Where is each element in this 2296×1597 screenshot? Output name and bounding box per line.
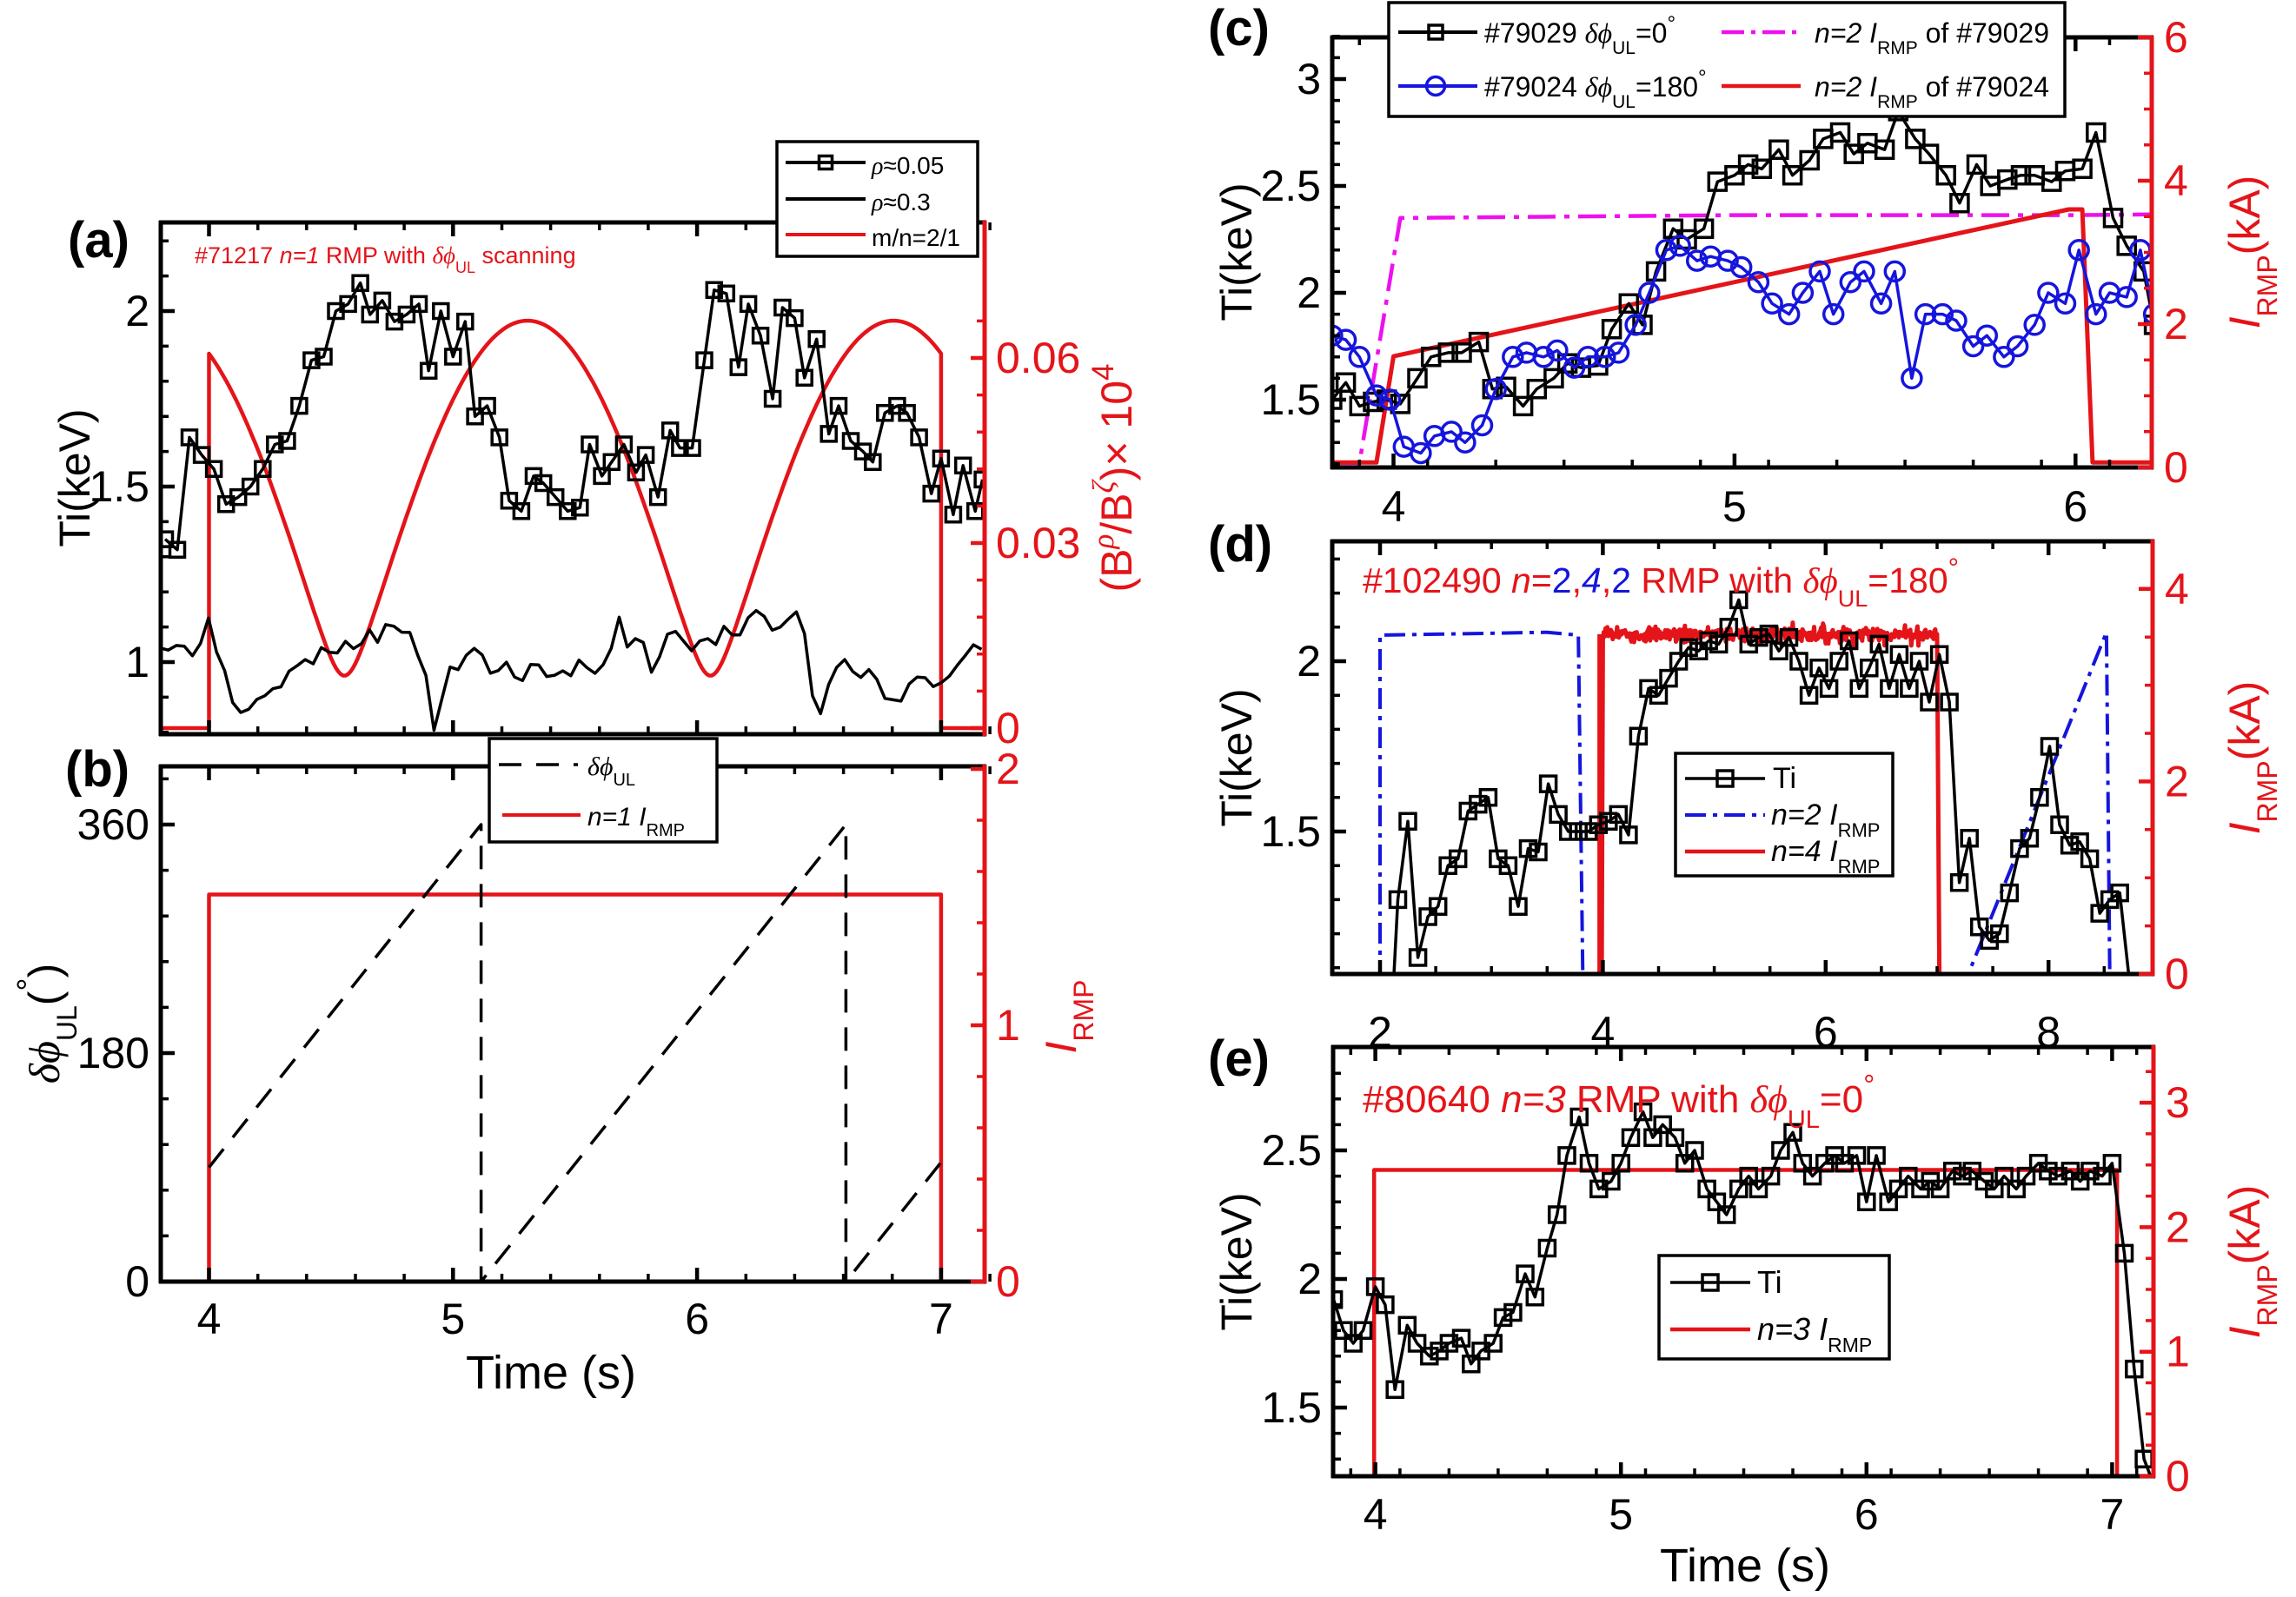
svg-text:360: 360 <box>77 800 149 849</box>
svg-text:(Bρ​/Bζ​)× 104​: (Bρ​/Bζ​)× 104​ <box>1086 363 1141 592</box>
svg-text:3: 3 <box>2166 1078 2190 1127</box>
svg-text:5: 5 <box>441 1295 465 1343</box>
svg-text:1.5: 1.5 <box>1260 375 1321 424</box>
svg-text:1: 1 <box>2166 1328 2190 1376</box>
svg-text:2.5: 2.5 <box>1261 1126 1322 1175</box>
svg-text:1: 1 <box>996 1001 1020 1050</box>
svg-text:7: 7 <box>929 1295 953 1343</box>
svg-text:n=1 IRMP​: n=1 IRMP​ <box>587 803 685 840</box>
svg-text:0: 0 <box>2166 1452 2190 1501</box>
svg-text:1.5: 1.5 <box>1261 1383 1322 1432</box>
svg-text:4: 4 <box>1590 1008 1615 1057</box>
svg-text:(b): (b) <box>65 741 129 798</box>
svg-text:Time (s): Time (s) <box>1660 1540 1830 1592</box>
svg-text:6: 6 <box>2164 13 2188 62</box>
svg-text:0: 0 <box>2165 950 2189 998</box>
svg-text:7: 7 <box>2100 1490 2124 1539</box>
svg-text:Ti(keV): Ti(keV) <box>1212 688 1261 826</box>
svg-text:2: 2 <box>125 287 149 335</box>
svg-text:1: 1 <box>125 638 149 686</box>
svg-text:6: 6 <box>685 1295 709 1343</box>
svg-text:4: 4 <box>1364 1490 1388 1539</box>
svg-text:δϕUL​: δϕUL​ <box>587 752 635 790</box>
svg-text:(a): (a) <box>68 212 129 268</box>
svg-text:n=2 IRMP​ of #79029: n=2 IRMP​ of #79029 <box>1815 17 2049 58</box>
svg-text:δϕUL​(°​): δϕUL​(°​) <box>11 964 83 1084</box>
svg-text:4: 4 <box>2164 156 2188 205</box>
svg-text:ρ≈0.05: ρ≈0.05 <box>871 152 944 180</box>
svg-text:2: 2 <box>1297 637 1321 686</box>
svg-text:2: 2 <box>1297 268 1321 317</box>
svg-text:2.5: 2.5 <box>1260 162 1321 210</box>
svg-text:Ti(keV): Ti(keV) <box>1212 1192 1261 1330</box>
svg-text:6: 6 <box>2063 482 2087 531</box>
svg-text:5: 5 <box>1609 1490 1633 1539</box>
svg-text:Time (s): Time (s) <box>466 1347 636 1399</box>
svg-text:Ti: Ti <box>1773 762 1796 795</box>
svg-text:6: 6 <box>1814 1008 1838 1057</box>
svg-text:(c): (c) <box>1208 0 1270 56</box>
svg-text:IRMP​(kA): IRMP​(kA) <box>2220 176 2283 329</box>
svg-text:#79024 δϕUL​=180°​: #79024 δϕUL​=180°​ <box>1484 66 1707 112</box>
svg-text:4: 4 <box>2165 565 2189 613</box>
svg-text:IRMP​(kA): IRMP​(kA) <box>2220 681 2283 835</box>
svg-text:3: 3 <box>1297 55 1321 103</box>
svg-text:0.03: 0.03 <box>996 519 1080 567</box>
svg-text:180: 180 <box>77 1029 149 1077</box>
svg-text:(e): (e) <box>1208 1030 1270 1087</box>
svg-text:5: 5 <box>1722 482 1747 531</box>
svg-text:2: 2 <box>2164 300 2188 348</box>
svg-text:4: 4 <box>1382 482 1406 531</box>
svg-text:0: 0 <box>996 1257 1020 1306</box>
svg-text:1.5: 1.5 <box>89 462 149 511</box>
svg-text:#79029 δϕUL​=0°​: #79029 δϕUL​=0°​ <box>1484 12 1676 58</box>
svg-text:Ti(keV): Ti(keV) <box>50 408 99 547</box>
svg-text:0: 0 <box>2164 443 2188 492</box>
svg-text:2: 2 <box>996 745 1020 793</box>
svg-text:Ti(keV): Ti(keV) <box>1212 182 1261 321</box>
svg-text:n=4 IRMP​: n=4 IRMP​ <box>1771 835 1880 878</box>
svg-text:2: 2 <box>2165 757 2189 805</box>
svg-text:2: 2 <box>1368 1008 1392 1057</box>
svg-text:ρ≈0.3: ρ≈0.3 <box>871 189 931 216</box>
svg-text:4: 4 <box>197 1295 222 1343</box>
svg-text:0.06: 0.06 <box>996 334 1080 382</box>
svg-text:IRMP​(kA): IRMP​(kA) <box>2220 1185 2283 1339</box>
svg-text:m/n=2/1: m/n=2/1 <box>872 224 960 251</box>
svg-text:0: 0 <box>125 1257 149 1306</box>
svg-text:8: 8 <box>2036 1008 2060 1057</box>
svg-text:#80640 n=3 RMP with δϕUL​=0°​: #80640 n=3 RMP with δϕUL​=0°​ <box>1363 1069 1875 1134</box>
svg-text:#102490 n=2,4,2 RMP with δϕUL​: #102490 n=2,4,2 RMP with δϕUL​=180°​ <box>1363 553 1959 612</box>
svg-text:n=2 IRMP​ of #79024: n=2 IRMP​ of #79024 <box>1815 71 2049 112</box>
svg-text:Ti: Ti <box>1757 1264 1782 1300</box>
svg-text:IRMP​: IRMP​ <box>1037 979 1099 1053</box>
svg-text:2: 2 <box>1297 1255 1322 1303</box>
svg-text:(d): (d) <box>1208 516 1272 573</box>
svg-text:0: 0 <box>996 704 1020 752</box>
svg-text:#71217 n=1 RMP with δϕUL​ sc: #71217 n=1 RMP with δϕUL​ scanning <box>195 242 576 276</box>
svg-text:6: 6 <box>1855 1490 1879 1539</box>
svg-text:1.5: 1.5 <box>1260 807 1321 856</box>
svg-text:n=2 IRMP​: n=2 IRMP​ <box>1771 798 1880 841</box>
svg-text:n=3 IRMP​: n=3 IRMP​ <box>1757 1311 1872 1356</box>
svg-text:2: 2 <box>2166 1203 2190 1251</box>
